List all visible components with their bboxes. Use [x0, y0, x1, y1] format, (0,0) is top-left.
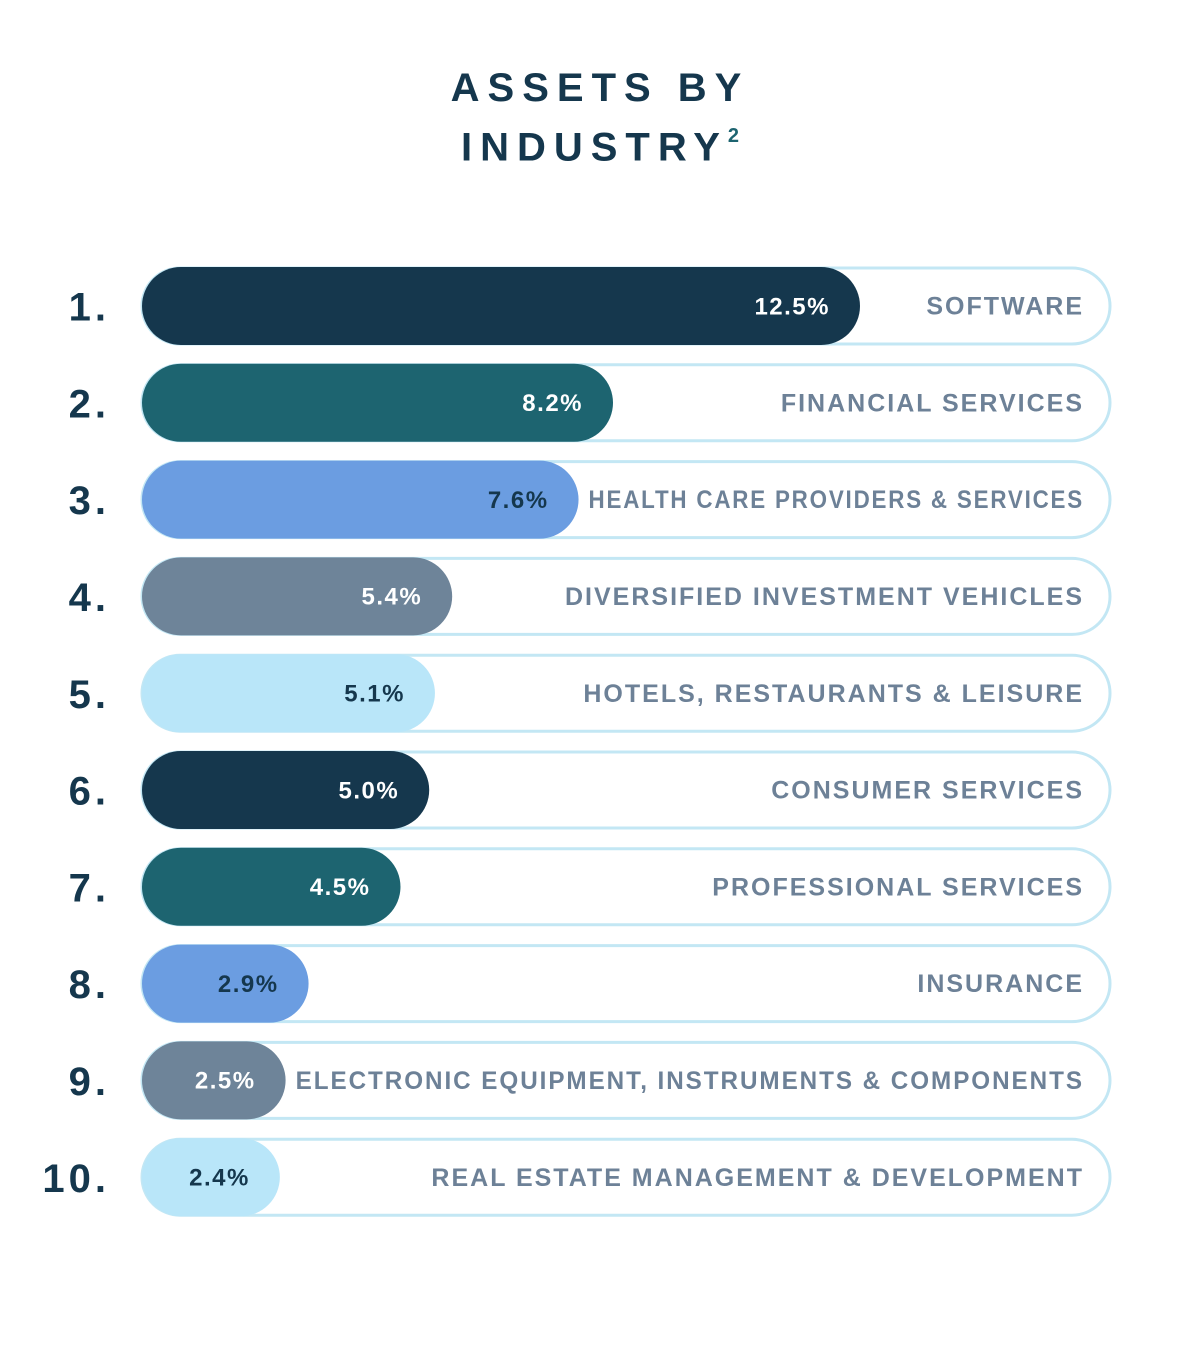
bar — [142, 267, 860, 345]
value-label: 7.6% — [488, 487, 549, 514]
bar — [142, 654, 435, 733]
bar — [142, 751, 430, 829]
chart-title: ASSETS BY INDUSTRY — [450, 66, 750, 170]
value-label: 4.5% — [310, 874, 371, 901]
chart-title-box: ASSETS BY INDUSTRY2 — [400, 62, 800, 173]
rank-label: 5. — [69, 673, 110, 717]
category-label: REAL ESTATE MANAGEMENT & DEVELOPMENT — [431, 1164, 1084, 1192]
value-label: 5.0% — [338, 777, 399, 804]
bar — [142, 1041, 286, 1120]
category-label: FINANCIAL SERVICES — [781, 389, 1084, 417]
category-label: PROFESSIONAL SERVICES — [712, 873, 1084, 901]
category-label: DIVERSIFIED INVESTMENT VEHICLES — [565, 583, 1084, 611]
rank-label: 7. — [69, 866, 110, 910]
bar — [142, 944, 309, 1023]
title-footnote: 2 — [727, 125, 740, 147]
category-label: HOTELS, RESTAURANTS & LEISURE — [583, 680, 1084, 708]
category-label: CONSUMER SERVICES — [771, 777, 1084, 805]
value-label: 5.4% — [361, 584, 422, 611]
value-label: 5.1% — [344, 681, 405, 708]
rank-label: 10. — [42, 1157, 110, 1201]
category-label: ELECTRONIC EQUIPMENT, INSTRUMENTS & COMP… — [296, 1067, 1084, 1095]
bar — [142, 460, 579, 539]
rank-label: 6. — [69, 770, 110, 814]
bar — [142, 557, 453, 636]
bar — [142, 1138, 280, 1217]
rank-label: 9. — [69, 1060, 110, 1104]
category-label: INSURANCE — [917, 970, 1084, 998]
bar — [142, 363, 614, 442]
bar — [142, 847, 401, 926]
rank-label: 3. — [69, 479, 110, 523]
category-label: HEALTH CARE PROVIDERS & SERVICES — [589, 486, 1084, 514]
value-label: 8.2% — [522, 390, 583, 417]
value-label: 2.4% — [189, 1165, 250, 1192]
rank-label: 8. — [69, 963, 110, 1007]
category-label: SOFTWARE — [926, 293, 1084, 321]
value-label: 2.9% — [218, 971, 279, 998]
rank-label: 2. — [69, 382, 110, 426]
value-label: 2.5% — [195, 1068, 256, 1095]
rank-label: 4. — [69, 576, 110, 620]
rank-label: 1. — [69, 286, 110, 330]
value-label: 12.5% — [754, 293, 830, 320]
